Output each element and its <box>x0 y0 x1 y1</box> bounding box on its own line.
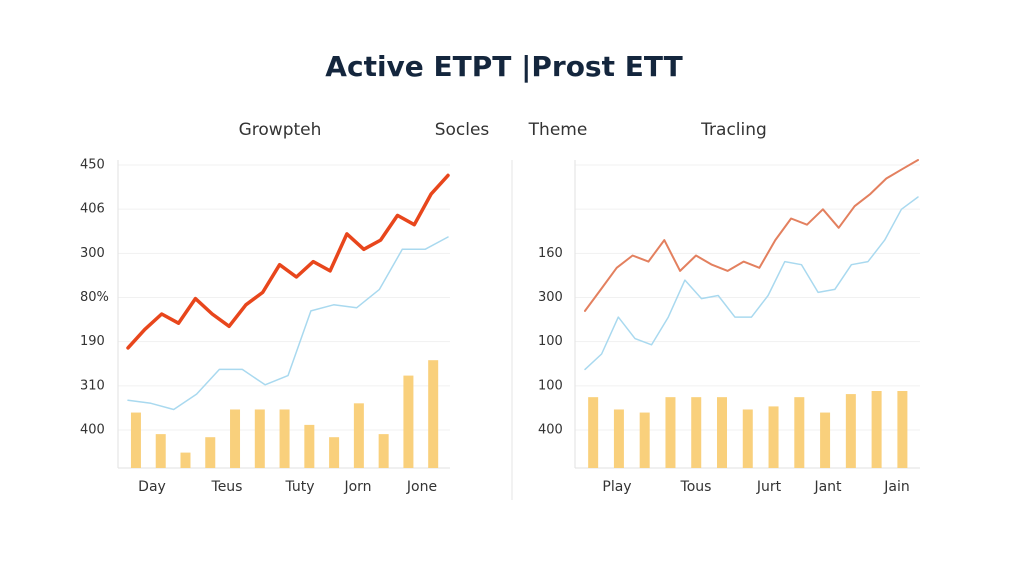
panel-header: Tracling <box>700 120 767 140</box>
x-tick-label: Tuty <box>284 479 314 495</box>
y-tick-label: 190 <box>80 334 105 349</box>
x-tick-label: Jurt <box>756 479 782 495</box>
y-tick-label: 450 <box>80 158 105 173</box>
y-tick-label: 400 <box>538 423 563 438</box>
x-tick-label: Teus <box>211 479 243 495</box>
bar <box>428 360 439 468</box>
line <box>126 173 450 350</box>
bar <box>230 409 241 468</box>
bar <box>742 409 753 468</box>
bar <box>613 409 624 468</box>
bar <box>254 409 265 468</box>
bar <box>403 375 414 468</box>
x-tick-label: Jant <box>813 479 842 495</box>
bar <box>130 412 141 468</box>
y-tick-label: 100 <box>538 334 563 349</box>
y-tick-label: 400 <box>80 423 105 438</box>
y-tick-label: 100 <box>538 378 563 393</box>
bar <box>329 437 340 468</box>
bar <box>794 397 805 468</box>
bar <box>155 434 166 468</box>
x-tick-label: Jain <box>883 479 909 495</box>
chart-title: Active ETPT |Prost ETT <box>325 50 682 83</box>
bar <box>717 397 727 468</box>
bar <box>768 406 779 468</box>
x-tick-label: Play <box>602 479 631 495</box>
bar <box>180 452 191 468</box>
y-tick-label: 310 <box>80 378 105 393</box>
line <box>584 196 919 371</box>
bar <box>353 403 364 468</box>
line <box>584 159 919 312</box>
bar <box>820 412 831 468</box>
y-tick-label: 300 <box>80 246 105 261</box>
x-tick-label: Tous <box>680 479 712 495</box>
bar <box>845 394 856 468</box>
bar <box>378 434 389 468</box>
y-tick-label: 300 <box>538 290 563 305</box>
panel-header: Socles <box>435 120 490 140</box>
bar <box>691 397 702 468</box>
y-tick-label: 160 <box>538 246 563 261</box>
bar <box>639 412 650 468</box>
bar <box>665 397 676 468</box>
x-tick-label: Day <box>138 479 166 495</box>
bar <box>205 437 216 468</box>
bar <box>304 424 315 468</box>
bar <box>871 391 882 468</box>
x-tick-label: Jorn <box>343 479 371 495</box>
x-tick-label: Jone <box>406 479 437 495</box>
panel-header: Growpteh <box>239 120 322 140</box>
bar <box>897 391 908 468</box>
bar <box>588 397 599 468</box>
line <box>127 236 449 411</box>
y-tick-label: 406 <box>80 202 105 217</box>
panel-header: Theme <box>528 120 588 140</box>
y-tick-label: 80% <box>80 290 109 305</box>
bar <box>279 409 290 468</box>
